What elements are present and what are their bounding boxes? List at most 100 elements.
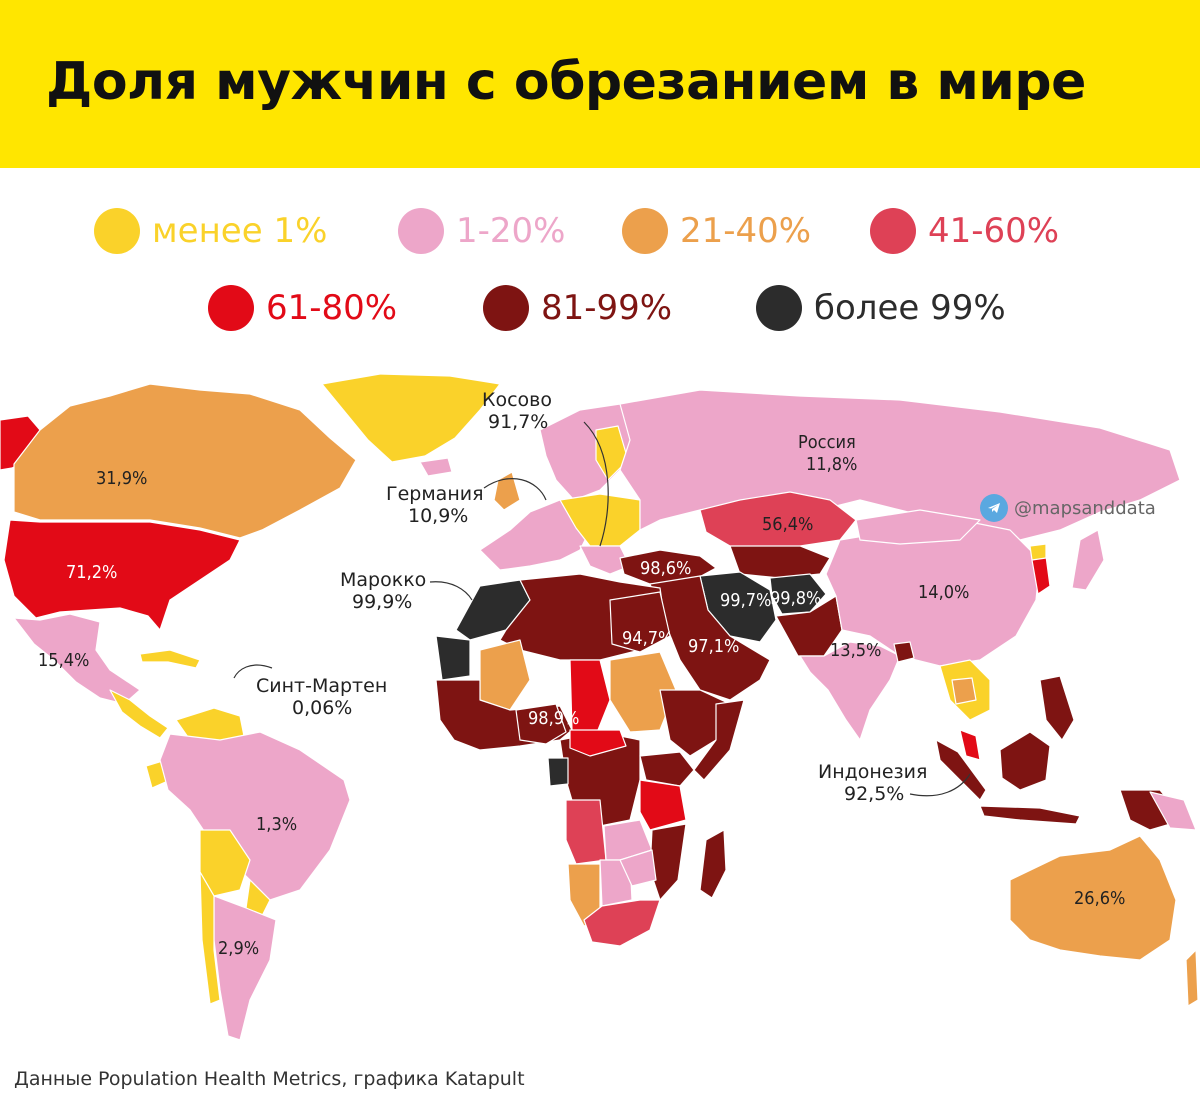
label-india: 13,5% [830,640,881,661]
telegram-handle[interactable]: @mapsanddata [980,494,1156,522]
region-egypt [609,591,671,653]
callout-germany-name: Германия [386,483,484,505]
region-png [1149,791,1197,831]
legend-swatch [94,208,140,254]
legend-label: 81-99% [541,288,673,328]
region-western-sahara [435,635,471,681]
region-australia [1009,835,1177,961]
region-middle-east [649,575,771,701]
region-new-zealand [1185,949,1199,1007]
region-canada [13,383,357,539]
region-north-korea [1029,543,1047,561]
legend-label: 61-80% [266,288,398,328]
callout-arrow-sint-maarten [233,664,273,679]
region-central-america [109,689,169,739]
region-eastern-europe [559,493,641,547]
label-mexico: 15,4% [38,650,89,671]
title-banner [0,0,1200,168]
legend-item-gt99: более 99% [756,285,1006,331]
region-sudan [609,651,677,733]
region-car [569,729,627,757]
legend-item-1-20: 1-20% [398,208,565,254]
callout-arrow-germany [483,478,547,501]
region-turkey [619,549,717,585]
region-india [799,641,901,741]
region-argentina [213,895,277,1041]
label-saudi: 97,1% [688,636,739,657]
legend-item-61-80: 61-80% [208,285,397,331]
label-afghanistan: 99,8% [770,588,821,609]
region-south-africa [583,899,661,947]
region-mali [479,639,531,711]
legend-item-41-60: 41-60% [870,208,1059,254]
callout-kosovo-name: Косово [482,389,552,411]
label-canada: 31,9% [96,468,147,489]
label-argentina: 2,9% [218,938,259,959]
region-balkans [579,545,631,575]
callout-arrow-kosovo [583,421,609,547]
region-uk [493,471,521,511]
region-borneo [999,731,1051,791]
handle-text: @mapsanddata [1014,497,1156,519]
region-bangladesh [893,641,915,663]
legend-label: более 99% [814,288,1006,328]
callout-arrow-morocco [429,581,473,601]
callout-sint-maarten-value: 0,06% [292,697,352,719]
label-kazakhstan: 56,4% [762,514,813,535]
legend-swatch [622,208,668,254]
world-map: 31,9% 71,2% 15,4% 1,3% 2,9% Россия 11,8%… [0,373,1199,1041]
callout-arrow-indonesia [909,773,971,797]
callout-indonesia-name: Индонезия [818,761,927,783]
callout-germany-value: 10,9% [408,505,468,527]
callout-morocco-value: 99,9% [352,591,412,613]
region-tanzania [639,779,687,831]
legend-label: 21-40% [680,211,812,251]
region-usa [3,519,241,631]
callout-sint-maarten-name: Синт-Мартен [256,675,387,697]
region-madagascar [699,829,727,899]
legend-swatch [756,285,802,331]
label-russia-value: 11,8% [806,454,857,475]
source-caption: Данные Population Health Metrics, график… [14,1068,525,1090]
legend-item-lt1: менее 1% [94,208,327,254]
page-title: Доля мужчин с обрезанием в мире [46,52,1086,112]
region-indonesia-sumatra [935,739,987,801]
region-zimbabwe [619,849,657,887]
legend-label: менее 1% [152,211,328,251]
telegram-icon [980,494,1008,522]
region-iceland [419,457,453,477]
region-gabon [547,757,569,787]
legend-swatch [870,208,916,254]
legend-label: 41-60% [928,211,1060,251]
region-kenya [639,751,695,787]
legend-swatch [483,285,529,331]
region-angola [565,799,607,865]
legend-item-21-40: 21-40% [622,208,811,254]
label-turkey: 98,6% [640,558,691,579]
region-philippines [1039,675,1075,741]
region-mexico [13,613,141,705]
region-somalia [693,699,745,781]
callout-kosovo-value: 91,7% [488,411,548,433]
region-caribbean [139,649,201,669]
region-mozambique [649,823,687,901]
label-egypt: 94,7% [622,628,673,649]
region-brazil [159,731,351,901]
region-cambodia [951,677,977,705]
region-finland [595,425,629,481]
region-mongolia [855,509,981,545]
region-indonesia-java [979,805,1081,825]
legend-swatch [398,208,444,254]
legend-item-81-99: 81-99% [483,285,672,331]
region-nigeria [515,703,567,745]
region-central-asia [729,545,831,579]
label-australia: 26,6% [1074,888,1125,909]
label-russia-name: Россия [798,432,856,453]
callout-indonesia-value: 92,5% [844,783,904,805]
label-usa: 71,2% [66,562,117,583]
region-greenland [321,373,501,463]
legend-label: 1-20% [456,211,566,251]
label-nigeria: 98,9% [528,708,579,729]
label-china: 14,0% [918,582,969,603]
region-malaysia [959,729,981,761]
